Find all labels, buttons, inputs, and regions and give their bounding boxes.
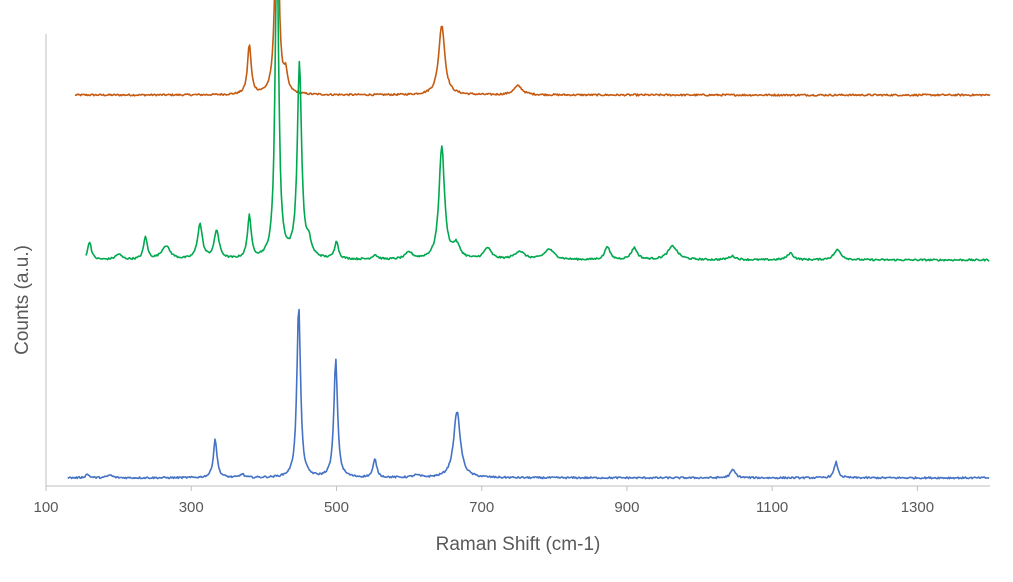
y-axis-title: Counts (a.u.) [12, 245, 33, 355]
spectrum-line-1 [74, 0, 991, 97]
x-tick-label: 500 [324, 499, 349, 516]
x-tick-label: 1300 [901, 499, 934, 516]
spectrum-line-2 [85, 0, 990, 262]
x-tick-labels: 100 300 500 700 900 1100 1300 [33, 499, 934, 516]
axes [45, 34, 990, 491]
x-tick-label: 100 [33, 499, 58, 516]
x-tick-label: 300 [179, 499, 204, 516]
x-tick-label: 1100 [756, 499, 788, 516]
x-tick-label: 700 [469, 499, 494, 516]
series-layer [67, 0, 991, 480]
spectrum-line-3 [67, 308, 990, 480]
x-tick-label: 900 [614, 499, 639, 516]
x-axis-title: Raman Shift (cm-1) [436, 534, 601, 555]
